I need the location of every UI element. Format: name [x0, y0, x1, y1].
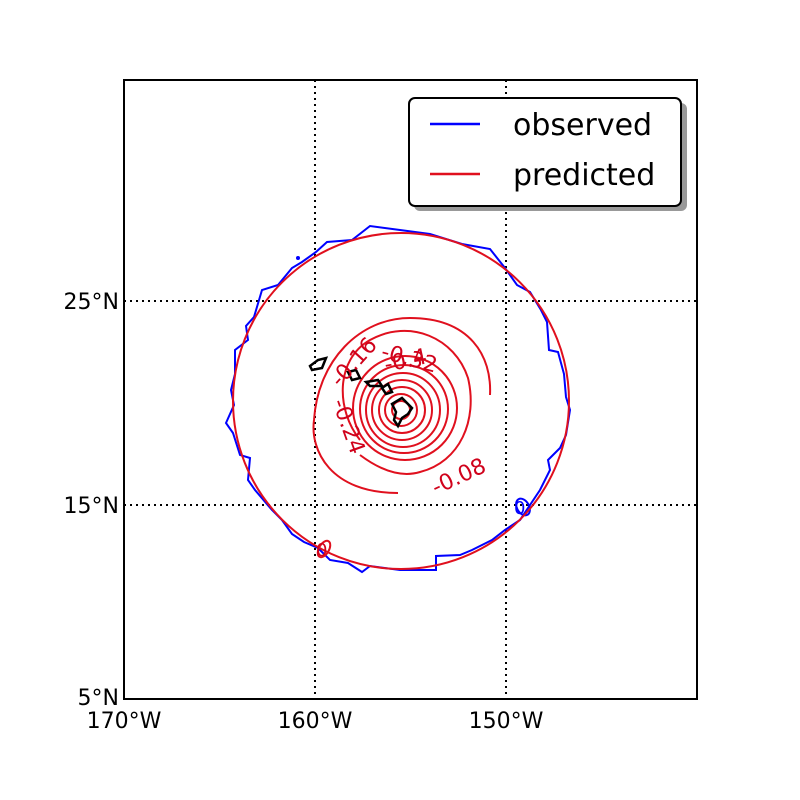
predicted-small-loop [316, 539, 332, 559]
contour-ring-048 [371, 379, 433, 441]
island-hawaii [390, 396, 414, 429]
tick-label-25n: 25°N [64, 290, 119, 315]
coastline [308, 356, 414, 429]
observed-contour [224, 224, 572, 574]
contour-ring-032 [359, 364, 449, 454]
predicted-inner-contours [312, 316, 492, 494]
contour-ring-040 [365, 372, 441, 448]
observed-dot [296, 256, 300, 260]
predicted-outer-contour [232, 232, 570, 570]
tick-label-15n: 15°N [64, 494, 119, 519]
legend: observed predicted [408, 97, 687, 211]
tick-label-160w: 160°W [278, 709, 353, 734]
contour-label-zero-predicted: 0 [316, 540, 327, 561]
legend-label-observed: observed [513, 108, 652, 143]
contour-label-zero-observed: 0 [514, 498, 525, 519]
observed-small-loop [515, 497, 531, 517]
tick-label-150w: 150°W [469, 709, 544, 734]
island-maui [380, 382, 394, 396]
contour-ring-064 [384, 393, 418, 427]
contour-ring-016 [341, 330, 472, 476]
contour-ring-008 [312, 316, 492, 494]
island-oahu [346, 368, 362, 382]
contour-ring-024 [352, 355, 458, 461]
legend-label-predicted: predicted [513, 158, 655, 193]
island-molokai [363, 378, 385, 388]
contour-ring-056 [378, 386, 426, 434]
tick-label-170w: 170°W [87, 709, 162, 734]
tick-label-5n: 5°N [78, 686, 119, 711]
island-kauai [308, 356, 329, 372]
